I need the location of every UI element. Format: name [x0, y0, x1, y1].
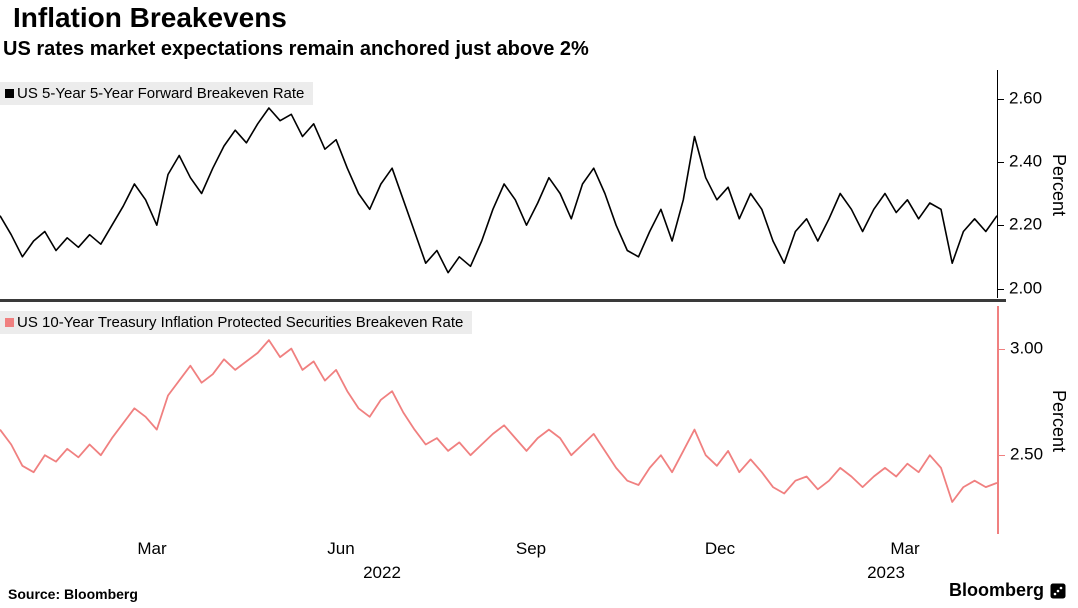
chart-title: Inflation Breakevens [13, 2, 287, 33]
y-tick-label: 2.40 [1009, 151, 1043, 171]
legend-5y5y: US 5-Year 5-Year Forward Breakeven Rate [0, 82, 314, 105]
line-series-10y-tips-icon [0, 339, 998, 503]
x-axis-year-labels: 2022 2023 [0, 563, 997, 585]
x-tick-label: Sep [515, 539, 547, 558]
legend-label-5y5y: US 5-Year 5-Year Forward Breakeven Rate [17, 85, 305, 102]
x-year-label: 2022 [363, 563, 401, 582]
y-axis-title-top: Percent [1049, 153, 1069, 217]
line-series-5y5y-icon [0, 107, 998, 274]
y-tick-mark [998, 288, 1004, 290]
legend-swatch-red-icon [5, 318, 14, 327]
y-axis-title-bottom: Percent [1049, 389, 1069, 453]
legend-label-10y-tips: US 10-Year Treasury Inflation Protected … [17, 314, 464, 331]
chart-subtitle: US rates market expectations remain anch… [3, 38, 589, 60]
legend-swatch-black-icon [5, 89, 14, 98]
source-label: Source: Bloomberg [8, 586, 138, 602]
x-tick-label: Jun [327, 539, 355, 558]
y-tick-label: 2.20 [1009, 214, 1043, 234]
x-axis-month-labels: Mar Jun Sep Dec Mar [0, 539, 997, 561]
y-tick-mark [998, 98, 1004, 100]
y-axis-top: 2.00 2.20 2.40 2.60 [997, 70, 1058, 298]
x-year-label: 2023 [867, 563, 905, 582]
x-tick-label: Mar [137, 539, 167, 558]
y-tick-mark [999, 348, 1005, 350]
panel-separator [0, 299, 1006, 302]
bloomberg-logo-icon [1050, 583, 1066, 598]
legend-10y-tips: US 10-Year Treasury Inflation Protected … [0, 311, 473, 334]
brand-lockup: Bloomberg [949, 580, 1066, 601]
y-tick-label: 2.60 [1009, 88, 1043, 108]
x-tick-label: Dec [704, 539, 736, 558]
brand-name: Bloomberg [948, 580, 1044, 600]
y-tick-mark [998, 161, 1004, 163]
x-tick-label: Mar [890, 539, 920, 558]
panel-10y-tips: US 10-Year Treasury Inflation Protected … [0, 306, 998, 534]
y-axis-bottom: 2.50 3.00 [997, 306, 1059, 534]
y-tick-label: 2.50 [1010, 444, 1044, 464]
y-tick-mark [999, 455, 1005, 457]
y-tick-label: 3.00 [1010, 338, 1044, 358]
y-tick-mark [998, 225, 1004, 227]
panel-5y5y-forward: US 5-Year 5-Year Forward Breakeven Rate [0, 70, 998, 298]
y-tick-label: 2.00 [1009, 278, 1043, 298]
